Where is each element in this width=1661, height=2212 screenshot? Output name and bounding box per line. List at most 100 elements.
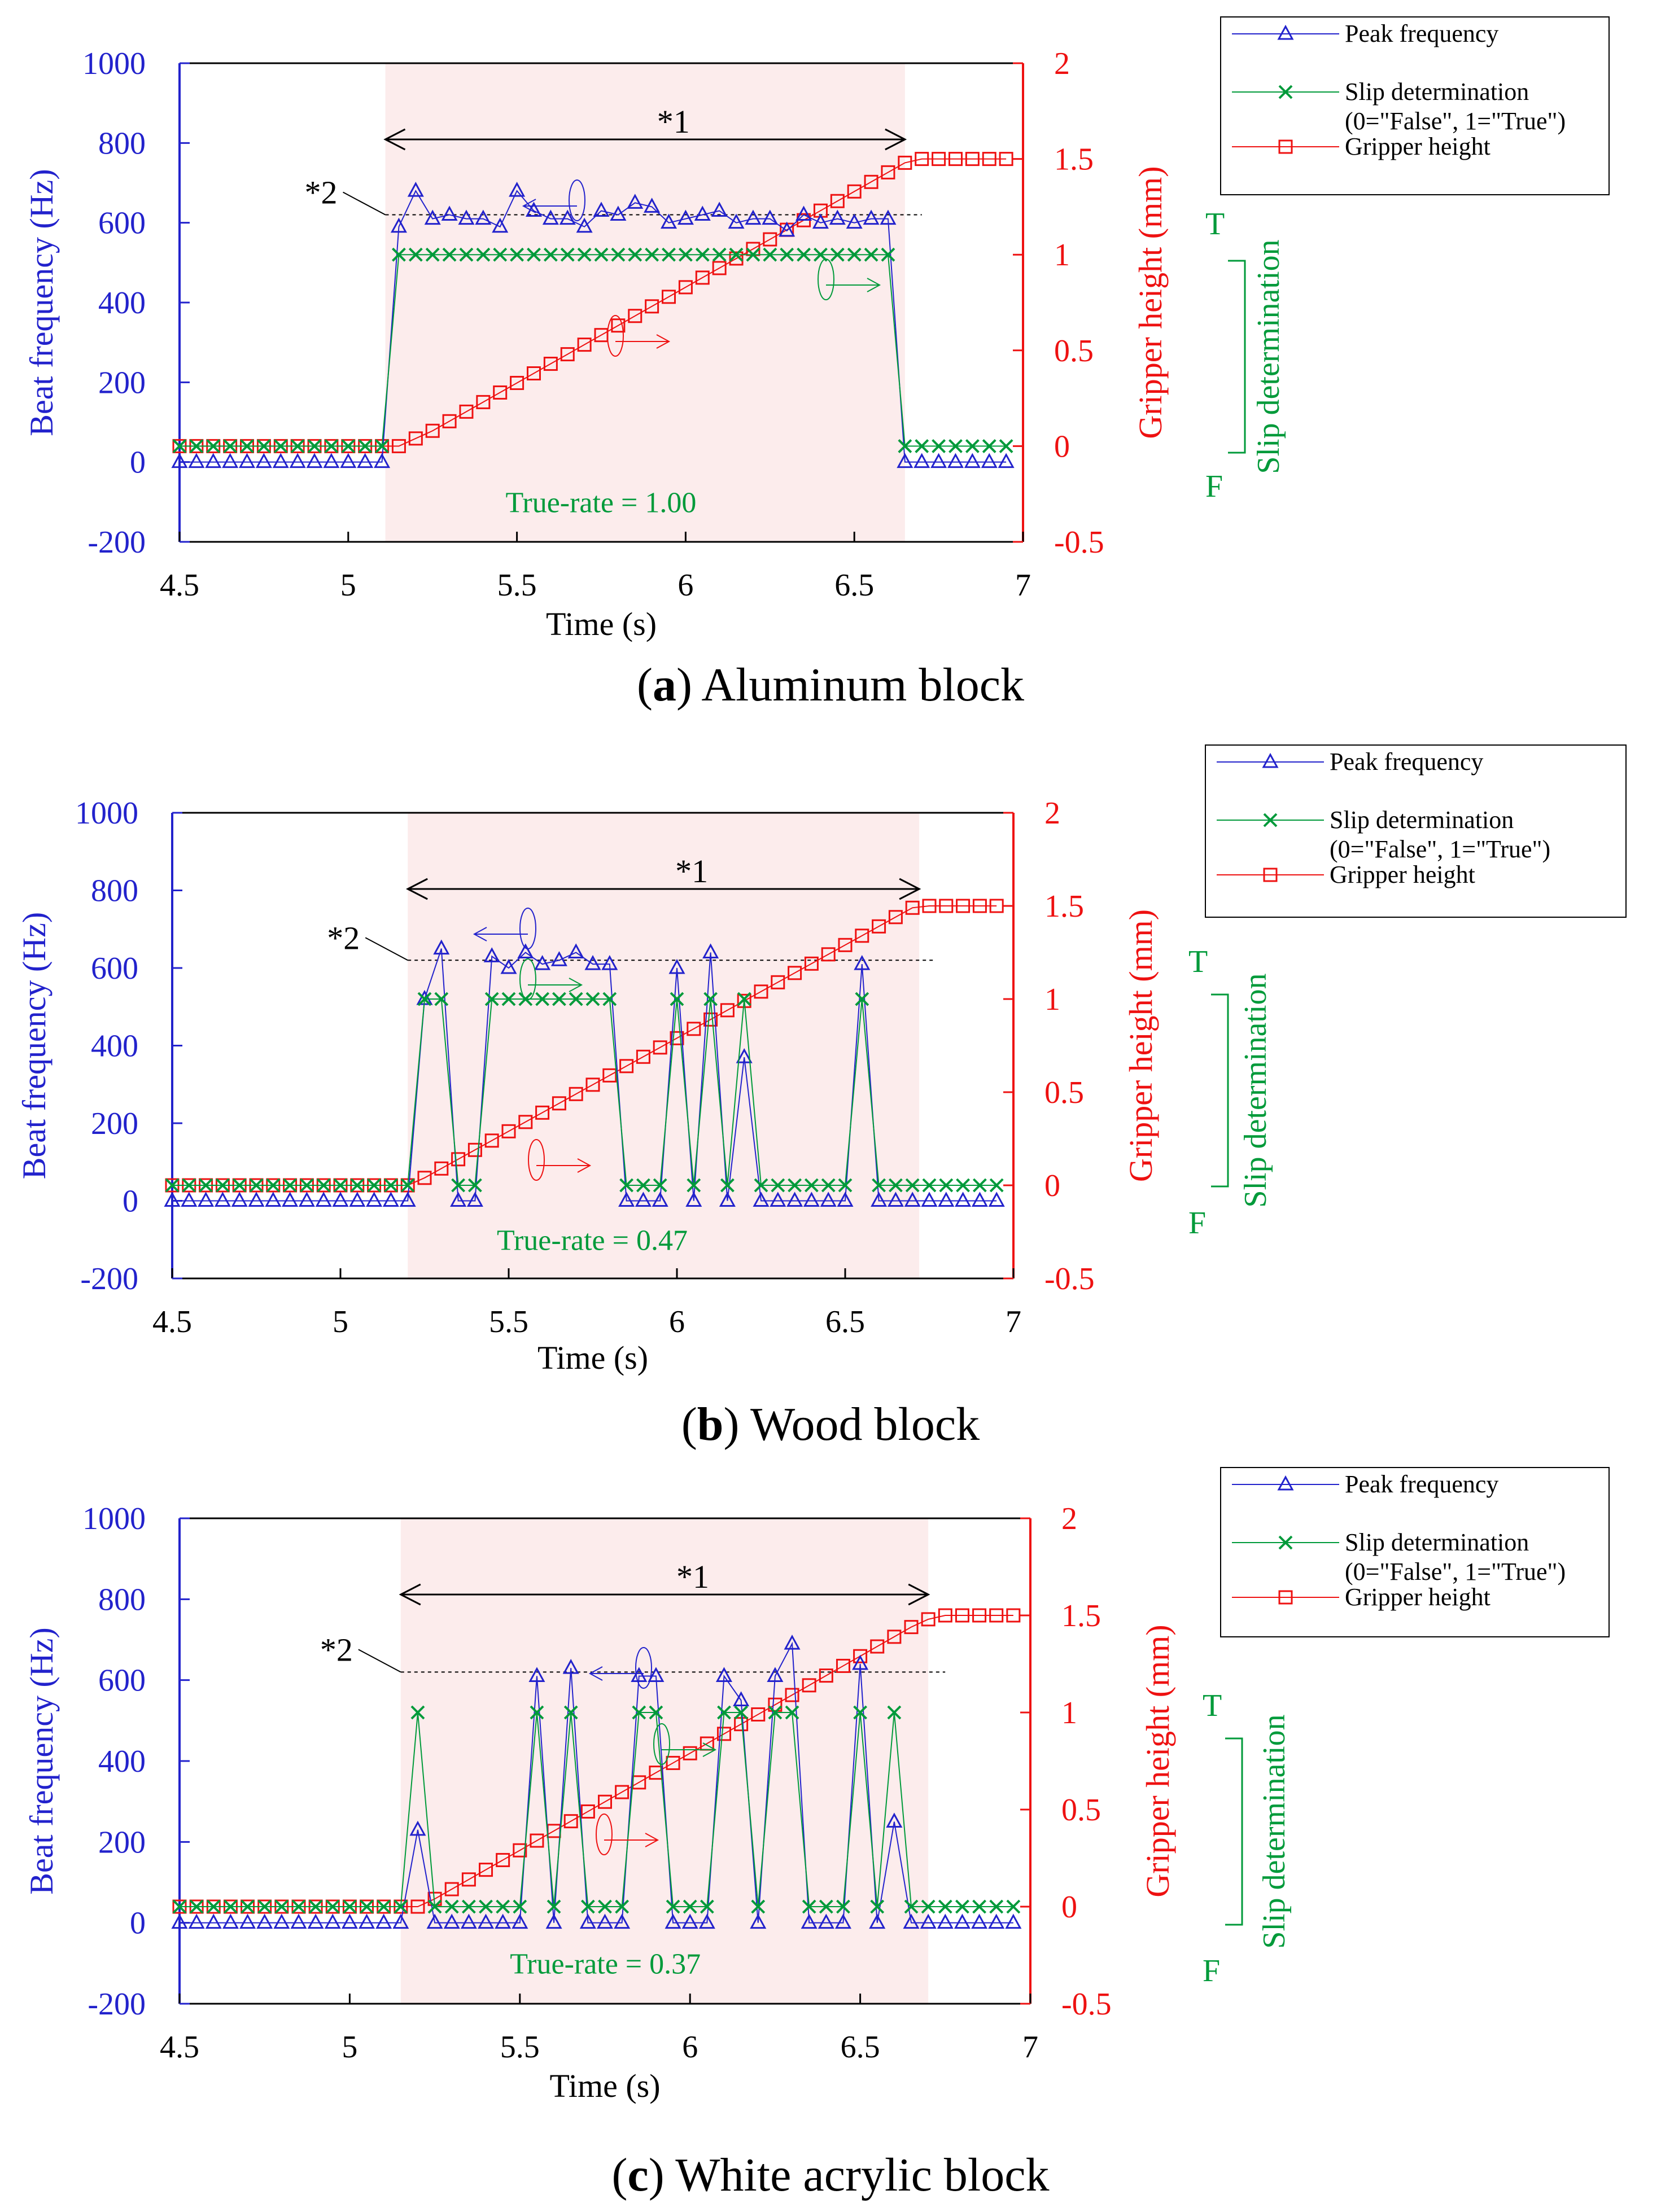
slip-determination-point	[257, 1899, 272, 1914]
gripper-height-point	[872, 919, 886, 934]
legend-slip-sublabel: (0="False", 1="True")	[1345, 107, 1566, 135]
slip-determination-point	[513, 1899, 527, 1914]
peak-frequency-point	[745, 209, 762, 225]
gripper-height-point	[904, 1620, 919, 1635]
gripper-height-point	[501, 1124, 516, 1138]
slip-determination-point	[467, 1178, 482, 1193]
peak-frequency-point	[886, 1812, 903, 1828]
left-y-tick-label: 800	[98, 1582, 146, 1617]
peak-frequency-point	[238, 453, 256, 468]
peak-frequency-point	[871, 1192, 888, 1207]
peak-axis-pointer-arrow-head	[522, 199, 536, 213]
x-tick-label: 7	[1022, 2030, 1038, 2065]
peak-frequency-point	[475, 209, 492, 225]
peak-frequency-point	[668, 958, 685, 974]
gripper-height-point	[628, 309, 642, 323]
slip-determination-point	[948, 439, 963, 453]
slip-determination-point	[410, 1705, 425, 1720]
peak-axis-pointer-arrow-head	[473, 927, 487, 941]
annotation-star2: *2	[305, 174, 338, 211]
slip-determination-point	[780, 247, 794, 262]
peak-frequency-point	[715, 1667, 733, 1682]
peak-frequency-point	[795, 205, 812, 221]
chart-panel-b: 4.5 5 5.5 6 6.5 7 Time (s) 1000 800 600 400 200 0 -20…	[0, 734, 1661, 1456]
slip-determination-point	[632, 1705, 646, 1720]
slip-determination-point	[400, 1178, 415, 1193]
annotation-star1: *1	[657, 103, 690, 140]
left-y-tick-label: 0	[130, 1906, 146, 1941]
caption-title: White acrylic block	[675, 2149, 1050, 2201]
slip-determination-point	[653, 1178, 667, 1193]
slip-determination-point	[939, 1178, 954, 1193]
slip-determination-point	[628, 247, 642, 262]
gripper-height-point	[408, 431, 423, 446]
gripper-height-point	[804, 956, 819, 971]
x-tick-label: 4.5	[160, 2030, 199, 2065]
peak-frequency-point	[392, 1913, 409, 1929]
peak-frequency-point	[255, 453, 272, 468]
legend-slip-label: Slip determination	[1345, 78, 1529, 106]
slip-bracket	[1225, 1737, 1243, 1926]
slip-determination-point	[484, 992, 499, 1006]
peak-frequency-point	[323, 453, 340, 468]
peak-frequency-point	[812, 213, 829, 229]
peak-frequency-point	[631, 1667, 648, 1682]
slip-determination-point	[887, 1705, 902, 1720]
gripper-height-point	[716, 1727, 731, 1741]
right-y-tick-label: 1.5	[1044, 889, 1084, 924]
left-y-tick-label: 400	[98, 286, 146, 321]
peak-frequency-point	[614, 1913, 631, 1929]
gripper-height-point	[683, 1746, 697, 1760]
right-y-tick-label: 0	[1044, 1168, 1060, 1203]
height-axis-pointer-arrow-head	[656, 334, 671, 349]
left-y-tick-label: 200	[98, 1825, 146, 1860]
peak-frequency-point	[579, 1913, 596, 1929]
gripper-height-point	[838, 938, 853, 952]
peak-frequency-point	[904, 1192, 921, 1207]
gripper-height-point	[391, 439, 406, 453]
caption-a: (a) Aluminum block	[637, 659, 1024, 711]
peak-frequency-point	[779, 221, 795, 237]
gripper-height-point	[972, 1608, 987, 1623]
slip-bracket	[1228, 260, 1246, 454]
gripper-height-point	[662, 290, 676, 304]
left-y-tick-label: 200	[98, 365, 146, 400]
slip-determination-point	[695, 247, 710, 262]
peak-frequency-point	[762, 209, 779, 225]
peak-frequency-point	[786, 1192, 803, 1207]
slip-determination-point	[847, 247, 862, 262]
peak-frequency-line	[180, 190, 1007, 463]
peak-frequency-point	[635, 1192, 652, 1207]
slip-determination-point	[700, 1899, 714, 1914]
right-y-tick-label: 2	[1061, 1501, 1077, 1536]
true-rate-label: True-rate = 1.00	[505, 487, 696, 519]
legend-peak-marker	[1277, 24, 1294, 40]
height-axis-pointer-curl	[596, 1814, 613, 1855]
peak-frequency-point	[897, 453, 913, 468]
peak-frequency-point	[181, 1192, 198, 1207]
x-tick-label: 5	[340, 568, 356, 603]
slip-determination-point	[563, 1705, 578, 1720]
slip-determination-point	[316, 1178, 331, 1193]
gripper-height-point	[898, 155, 912, 170]
slip-determination-point	[182, 1178, 196, 1193]
slip-axis-title: Slip determination	[1238, 973, 1273, 1207]
peak-frequency-point	[988, 1913, 1005, 1929]
annotation-star1: *1	[676, 1558, 709, 1595]
x-tick-label: 5	[333, 1304, 348, 1339]
gripper-height-point	[830, 194, 845, 208]
gripper-height-point	[417, 1171, 432, 1185]
slip-determination-point	[972, 1899, 986, 1914]
slip-determination-point	[383, 1178, 398, 1193]
peak-frequency-point	[920, 1913, 937, 1929]
gripper-height-point	[819, 1668, 833, 1683]
slip-determination-point	[425, 247, 440, 262]
gripper-height-point	[999, 152, 1013, 167]
slip-axis-pointer-curl	[519, 958, 536, 1000]
gripper-height-point	[653, 1040, 667, 1055]
left-y-axis-title: Beat frequency (Hz)	[23, 169, 60, 436]
peak-frequency-point	[562, 1659, 579, 1674]
gripper-height-point	[712, 261, 727, 275]
gripper-height-point	[569, 1087, 583, 1101]
peak-frequency-point	[937, 1913, 954, 1929]
